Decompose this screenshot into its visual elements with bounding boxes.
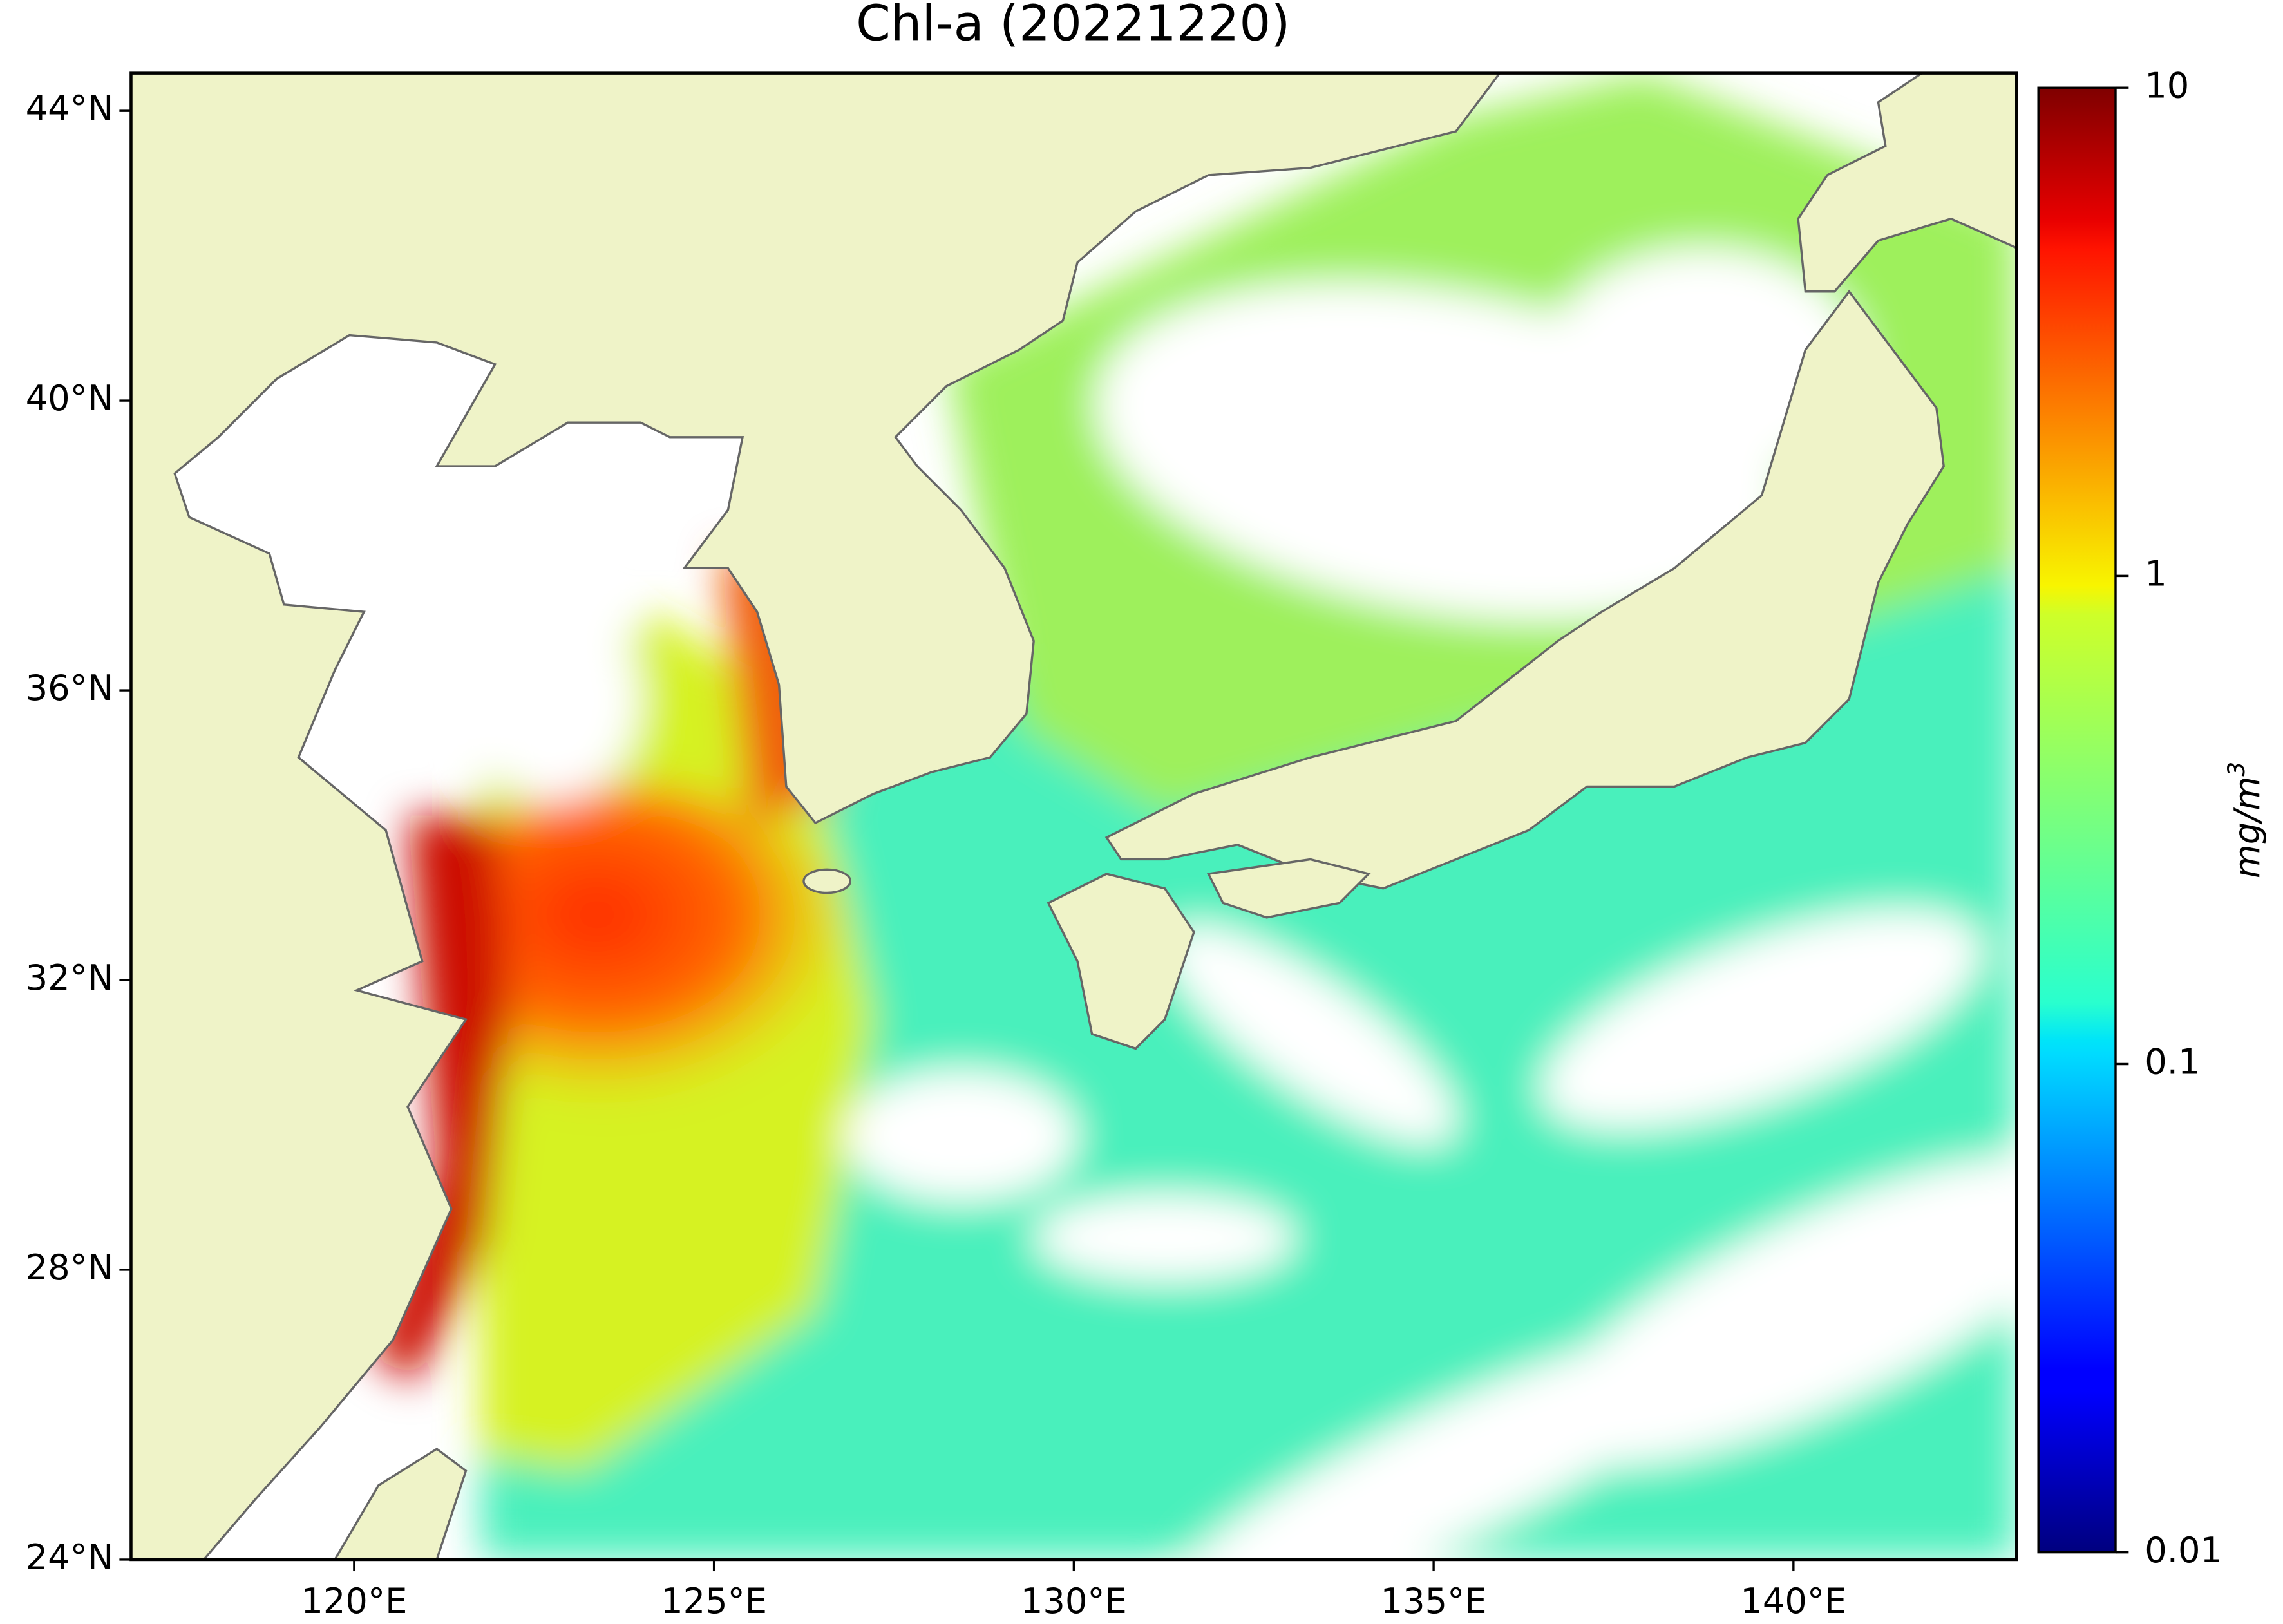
y-tick-label: 28°N xyxy=(26,1247,114,1288)
y-tick-label: 36°N xyxy=(26,668,114,708)
y-tick-label: 40°N xyxy=(26,378,114,419)
colorbar-label: mg/m3 xyxy=(2222,762,2268,878)
y-tick-label: 24°N xyxy=(26,1537,114,1578)
land xyxy=(131,73,2017,1560)
x-tick-label: 125°E xyxy=(661,1581,767,1621)
x-tick-label: 135°E xyxy=(1381,1581,1487,1621)
map-area xyxy=(131,73,2017,1560)
chlorophyll-field xyxy=(371,73,2017,1560)
x-tick-label: 120°E xyxy=(301,1581,407,1621)
colorbar xyxy=(2037,86,2117,1554)
colorbar-unit-exponent: 3 xyxy=(2222,762,2250,777)
colorbar-tick-label: 10 xyxy=(2145,65,2189,106)
colorbar-unit: mg/m xyxy=(2227,777,2268,878)
colorbar-tick-label: 1 xyxy=(2145,553,2167,594)
x-tick-label: 130°E xyxy=(1021,1581,1127,1621)
y-tick-label: 32°N xyxy=(26,958,114,998)
colorbar-tick-label: 0.01 xyxy=(2145,1530,2222,1571)
colorbar-tick-label: 0.1 xyxy=(2145,1042,2200,1082)
y-tick-label: 44°N xyxy=(26,88,114,129)
x-tick-label: 140°E xyxy=(1740,1581,1846,1621)
map-title: Chl-a (20221220) xyxy=(856,0,1290,52)
